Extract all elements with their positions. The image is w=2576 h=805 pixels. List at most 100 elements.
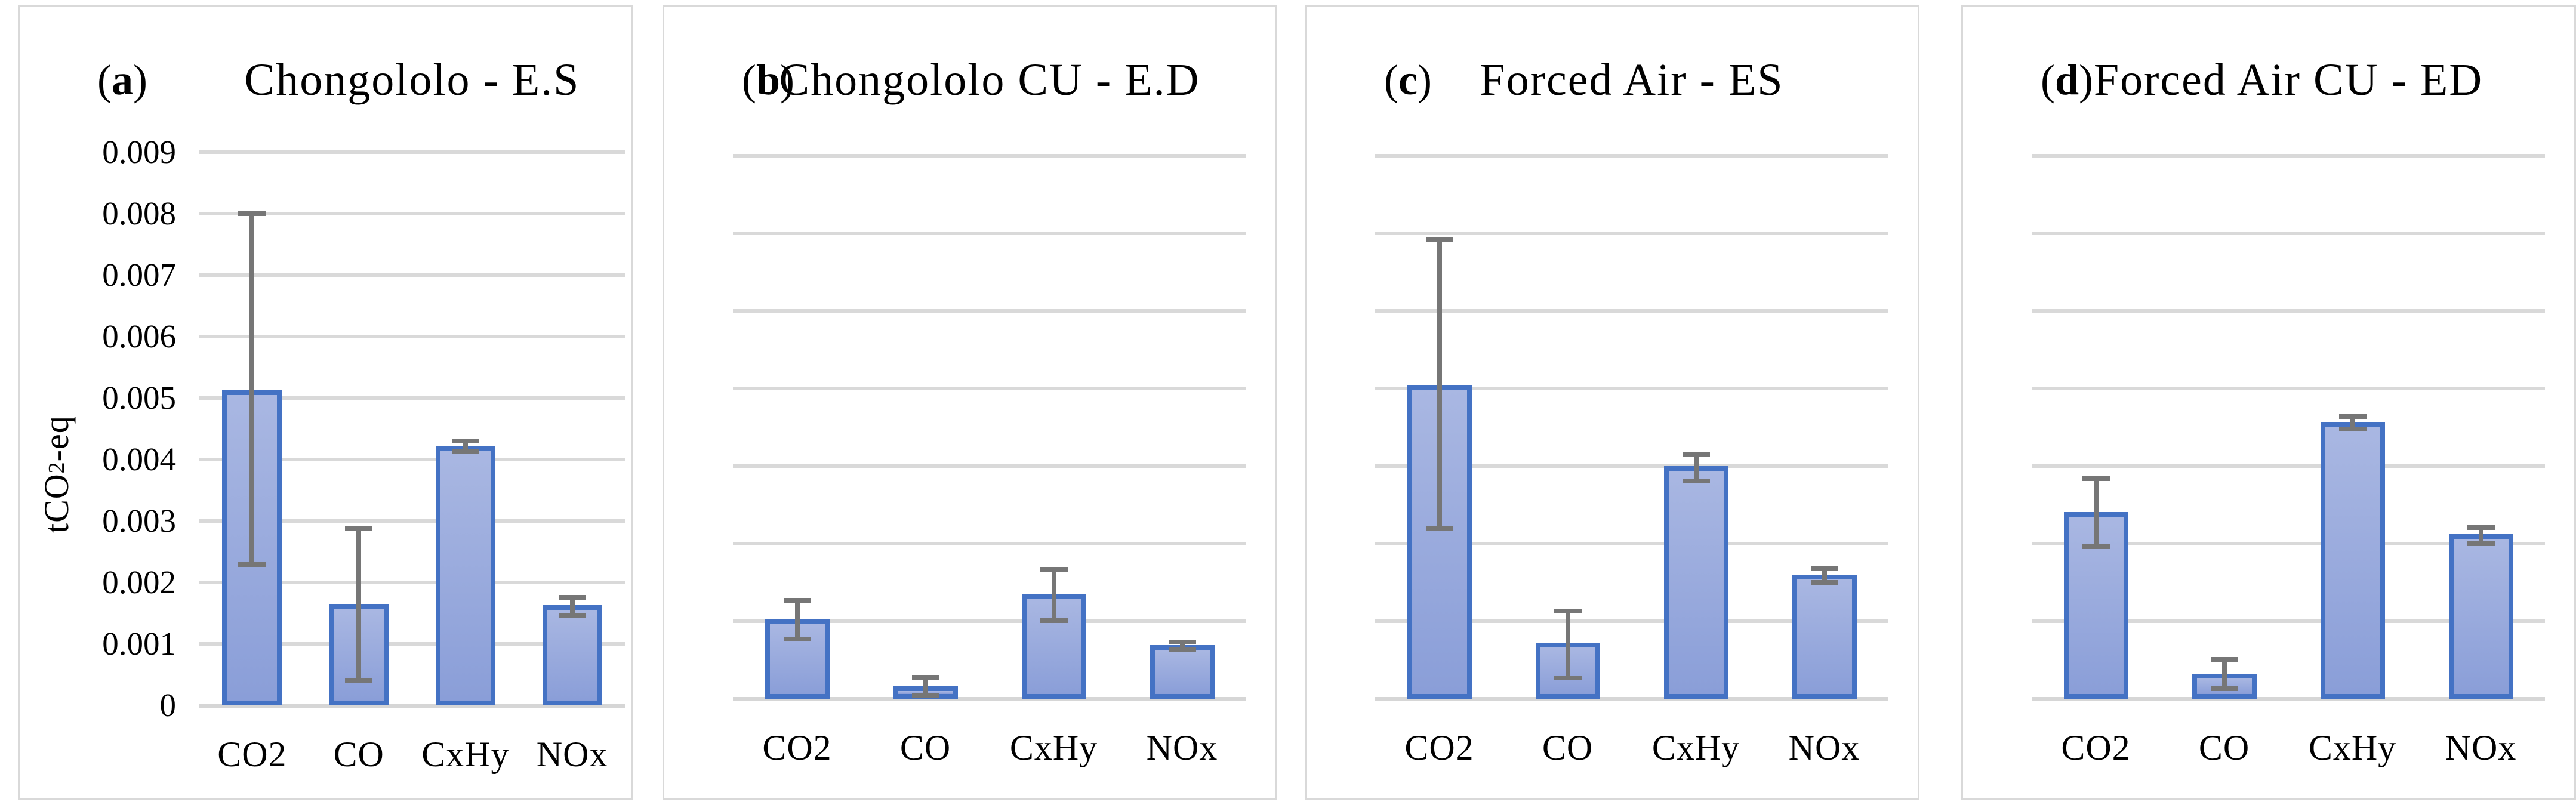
gridline [199, 273, 625, 277]
error-bar-cxhy [2350, 416, 2355, 429]
error-cap-bottom-cxhy [1682, 478, 1710, 483]
gridline [733, 154, 1246, 158]
x-label-cxhy: CxHy [421, 735, 510, 774]
x-axis-baseline [1375, 697, 1888, 701]
error-cap-bottom-nox [2467, 541, 2495, 546]
x-label-nox: NOx [2445, 728, 2517, 767]
error-cap-top-cxhy [451, 439, 479, 444]
gridline [199, 581, 625, 584]
gridline [2032, 154, 2545, 158]
x-label-cxhy: CxHy [1651, 728, 1740, 767]
gridline [199, 458, 625, 461]
bar-nox [1792, 575, 1857, 699]
error-cap-top-co2 [2082, 476, 2110, 481]
y-tick-label: 0.002 [102, 564, 176, 600]
gridline [2032, 542, 2545, 545]
gridline [199, 519, 625, 523]
error-cap-top-cxhy [2338, 414, 2367, 419]
error-bar-nox [1822, 568, 1827, 582]
error-bar-nox [569, 597, 575, 615]
x-axis-labels: CO2 CO CxHy NOx [1375, 727, 1888, 769]
plot-area [2032, 154, 2545, 701]
chart-panel-d: (d) Forced Air CU - ED tCO2-eq CO2COCxHy… [1961, 5, 2576, 800]
chart-panel-a: (a) Chongololo - E.S tCO2-eq 0 0.001 0.002… [18, 5, 633, 800]
error-cap-top-co [345, 526, 373, 531]
chart-title: Chongololo - E.S [244, 55, 580, 105]
error-bar-co [1565, 611, 1570, 678]
error-cap-top-co2 [238, 211, 266, 216]
chart-title: Chongololo CU - E.D [779, 55, 1200, 105]
x-label-co: CO [333, 735, 384, 774]
gridline [733, 542, 1246, 545]
x-label-cxhy: CxHy [1009, 728, 1098, 767]
gridline [733, 619, 1246, 623]
error-cap-bottom-nox [1168, 646, 1196, 652]
gridline [199, 396, 625, 400]
error-cap-bottom-co [1554, 675, 1582, 680]
error-cap-top-co2 [783, 597, 811, 603]
gridline [1375, 154, 1888, 158]
x-label-nox: NOx [536, 735, 608, 774]
error-cap-bottom-cxhy [451, 448, 479, 454]
error-cap-bottom-nox [558, 612, 586, 618]
x-label-co2: CO2 [217, 735, 287, 774]
error-bar-co2 [794, 600, 800, 639]
panel-letter: (b) [742, 56, 795, 104]
bar-cxhy [1663, 466, 1728, 699]
error-cap-top-nox [1810, 566, 1838, 571]
gridline [733, 309, 1246, 313]
bar-nox [2448, 534, 2513, 699]
bar-cxhy [435, 446, 495, 705]
error-bar-nox [1179, 642, 1185, 649]
error-bar-co [356, 528, 362, 681]
y-tick-label: 0.005 [102, 380, 176, 416]
gridline [733, 387, 1246, 390]
gridline [199, 150, 625, 154]
gridline [1375, 542, 1888, 545]
gridline [1375, 309, 1888, 313]
x-label-co: CO [1542, 728, 1594, 767]
gridline [1375, 232, 1888, 235]
gridline [2032, 387, 2545, 390]
error-bar-cxhy [1051, 569, 1056, 621]
chart-title: Forced Air CU - ED [2093, 55, 2483, 105]
plot-area [733, 154, 1246, 701]
x-label-co2: CO2 [1404, 728, 1474, 767]
y-tick-label: 0.009 [102, 134, 176, 170]
y-tick-label: 0.007 [102, 257, 176, 293]
plot-area [199, 150, 625, 708]
error-cap-bottom-co2 [783, 636, 811, 641]
error-bar-cxhy [463, 441, 468, 451]
chart-panel-b: (b) Chongololo CU - E.D tCO2-eq CO2COCxH… [663, 5, 1277, 800]
gridline [199, 335, 625, 338]
error-cap-top-cxhy [1040, 566, 1068, 572]
error-bar-co2 [2093, 478, 2099, 547]
x-label-co: CO [899, 728, 951, 767]
x-label-co: CO [2198, 728, 2250, 767]
error-cap-bottom-nox [1810, 580, 1838, 585]
bar-nox [1150, 645, 1215, 699]
gridline [1375, 619, 1888, 623]
x-label-cxhy: CxHy [2308, 728, 2397, 767]
error-cap-bottom-co2 [2082, 544, 2110, 550]
x-axis-baseline [733, 697, 1246, 701]
x-axis-labels: CO2 CO CxHy NOx [2032, 727, 2545, 769]
x-label-co2: CO2 [762, 728, 832, 767]
gridline [2032, 309, 2545, 313]
error-cap-top-co [911, 674, 939, 680]
error-bar-nox [2478, 527, 2483, 544]
x-label-nox: NOx [1788, 728, 1860, 767]
panel-letter: (c) [1384, 56, 1432, 104]
gridline [2032, 232, 2545, 235]
error-cap-top-nox [1168, 640, 1196, 645]
error-cap-top-co [2210, 656, 2238, 662]
x-axis-labels: CO2 CO CxHy NOx [733, 727, 1246, 769]
gridline [733, 464, 1246, 468]
gridline [1375, 464, 1888, 468]
error-cap-bottom-co [911, 693, 939, 698]
panel-letter: (d) [2041, 56, 2094, 104]
y-tick-label: 0.001 [102, 625, 176, 662]
gridline [2032, 619, 2545, 623]
